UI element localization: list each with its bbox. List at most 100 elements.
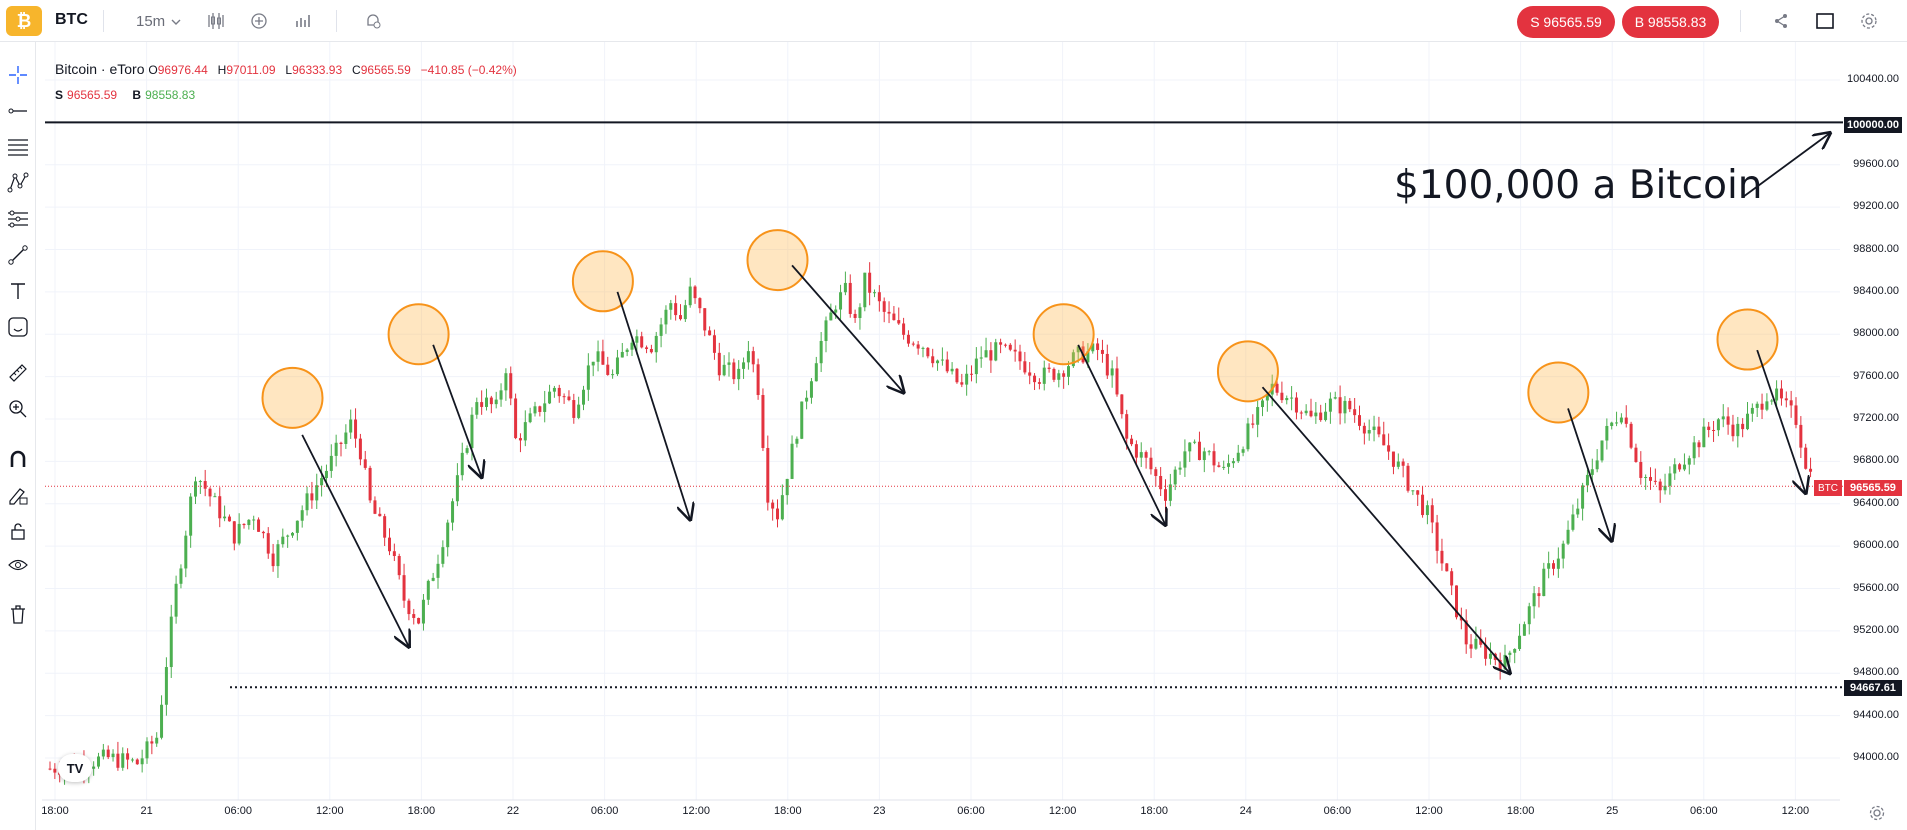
highlight-circle: [1032, 303, 1095, 366]
text-icon[interactable]: [4, 277, 32, 305]
alert-icon[interactable]: [360, 9, 386, 33]
candle-body: [1256, 407, 1260, 425]
candle-body: [1013, 349, 1017, 352]
price-tick-label: 98400.00: [1853, 284, 1899, 297]
price-tick-label: 96800.00: [1853, 454, 1899, 467]
time-tick-label: 18:00: [1140, 805, 1168, 817]
candle-body: [1561, 543, 1565, 559]
buy-button[interactable]: B 98558.83: [1622, 6, 1719, 38]
legend-title: Bitcoin · eToro: [55, 61, 145, 77]
add-icon[interactable]: [246, 9, 272, 33]
bitcoin-logo-icon[interactable]: ₿: [6, 6, 42, 36]
candle-body: [1765, 401, 1769, 410]
divider: [103, 10, 104, 32]
candle-body: [1731, 424, 1735, 437]
tradingview-logo-icon[interactable]: TV: [58, 754, 92, 782]
candle-body: [567, 396, 571, 401]
time-tick-label: 24: [1239, 805, 1252, 817]
candle-body: [1212, 451, 1216, 466]
candle-body: [1678, 464, 1682, 470]
candle-body: [1130, 438, 1134, 445]
zoom-icon[interactable]: [4, 395, 32, 423]
eye-icon[interactable]: [4, 551, 32, 579]
candle-body: [785, 478, 789, 496]
bar-chart-icon[interactable]: [290, 9, 316, 33]
candle-body: [1285, 398, 1289, 401]
candle-body: [194, 481, 197, 497]
projection-icon[interactable]: [4, 205, 32, 233]
lock-icon[interactable]: [4, 517, 32, 545]
indicators-icon[interactable]: [203, 9, 229, 33]
candle-body: [1459, 617, 1463, 621]
arrow-line: [1567, 408, 1612, 540]
candle-body: [1367, 430, 1371, 434]
interval-selector[interactable]: 15m: [136, 13, 181, 30]
candle-body: [557, 387, 561, 397]
candle-body: [1789, 400, 1793, 406]
sell-button[interactable]: S 96565.59: [1517, 6, 1615, 38]
price-tick-label: 94400.00: [1853, 708, 1899, 721]
candle-body: [358, 438, 362, 460]
legend-bid-ask: S 96565.59 B 98558.83: [55, 88, 195, 102]
candle-body: [543, 403, 547, 412]
fullscreen-icon[interactable]: [1812, 9, 1838, 33]
pattern-icon[interactable]: [4, 169, 32, 197]
candle-body: [470, 414, 474, 449]
candle-body: [596, 351, 600, 362]
candle-body: [931, 356, 935, 364]
candle-body: [261, 531, 265, 534]
candle-body: [155, 737, 159, 744]
candle-body: [1425, 505, 1429, 516]
trend-line-icon[interactable]: [4, 97, 32, 125]
legend-b-label: B: [132, 88, 142, 102]
candle-body: [1003, 344, 1007, 346]
emoji-icon[interactable]: [4, 313, 32, 341]
chart-grid: [42, 42, 1840, 801]
candle-body: [1062, 373, 1066, 377]
crosshair-icon[interactable]: [4, 61, 32, 89]
candle-body: [1280, 392, 1284, 401]
legend-b-value: 98558.83: [145, 88, 196, 102]
symbol-label[interactable]: BTC: [55, 11, 88, 28]
candle-body: [257, 519, 261, 532]
candle-body: [906, 334, 910, 344]
candle-body: [1168, 484, 1172, 501]
candle-body: [577, 404, 581, 418]
candle-body: [1377, 426, 1381, 435]
fib-icon[interactable]: [4, 133, 32, 161]
candle-body: [363, 459, 367, 468]
settings-icon[interactable]: [1856, 9, 1882, 33]
candle-body: [858, 307, 862, 318]
candle-body: [1736, 423, 1740, 437]
share-icon[interactable]: [1768, 9, 1794, 33]
time-tick-label: 18:00: [774, 805, 802, 817]
candle-body: [271, 553, 275, 567]
candle-body: [1547, 563, 1551, 569]
price-tick-label: 94800.00: [1853, 666, 1899, 679]
candle-body: [625, 349, 629, 352]
time-tick-label: 12:00: [1415, 805, 1443, 817]
legend-c-value: 96565.59: [360, 63, 411, 77]
time-tick-label: 18:00: [41, 805, 69, 817]
text-annotation[interactable]: $100,000 a Bitcoin: [1394, 163, 1763, 208]
candle-body: [848, 282, 852, 314]
brush-icon[interactable]: [4, 241, 32, 269]
settings-icon[interactable]: [1868, 804, 1886, 822]
candle-body: [1746, 413, 1749, 430]
ruler-icon[interactable]: [4, 359, 32, 387]
candle-body: [189, 496, 193, 536]
candle-body: [649, 348, 653, 353]
candle-body: [1202, 451, 1206, 461]
candle-body: [1741, 423, 1745, 430]
candle-body: [1183, 451, 1187, 468]
arrow-line: [1077, 344, 1165, 525]
candle-body: [300, 510, 304, 521]
trash-icon[interactable]: [4, 600, 32, 628]
legend-ohlc: Bitcoin · eToro O96976.44 H97011.09 L963…: [55, 61, 523, 77]
lock-drawing-icon[interactable]: [4, 481, 32, 509]
candle-body: [1775, 388, 1779, 401]
magnet-icon[interactable]: [4, 445, 32, 473]
highlight-circle: [571, 250, 634, 313]
candle-body: [53, 768, 57, 773]
